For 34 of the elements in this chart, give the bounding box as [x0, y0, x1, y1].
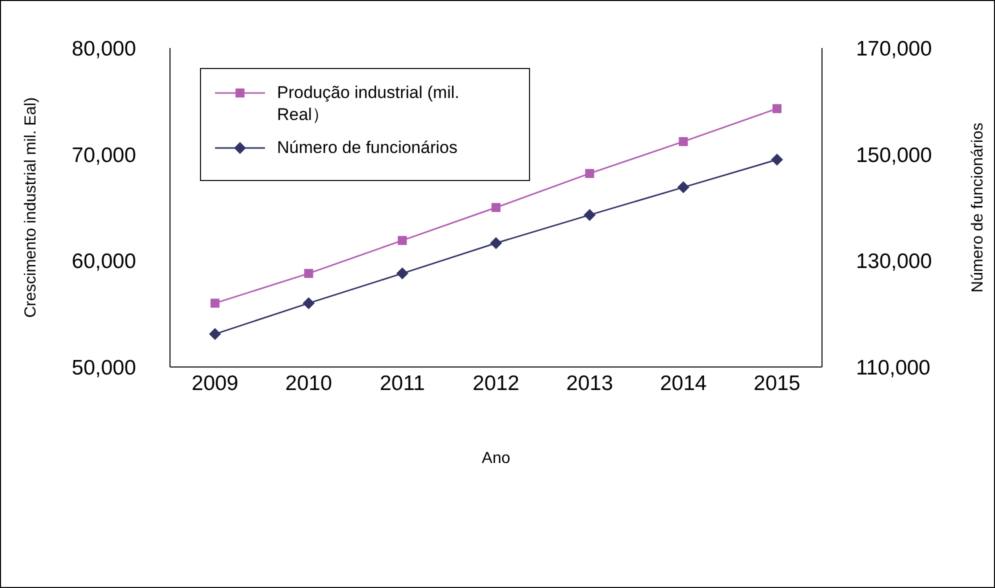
- y2-axis-title: Número de funcionários: [970, 122, 987, 292]
- legend-label: Produção industrial (mil. Real）: [277, 83, 460, 126]
- point: [304, 268, 314, 278]
- point: [210, 298, 220, 308]
- y-tick-label: 60,000: [72, 250, 136, 274]
- legend-label: Número de funcionários: [277, 138, 458, 158]
- y2-tick-label: 130,000: [856, 250, 932, 274]
- point: [492, 203, 500, 212]
- x-tick-label: 2009: [192, 372, 238, 395]
- point: [584, 208, 596, 221]
- x-tick-label: 2015: [754, 372, 800, 395]
- y2-tick-label: 170,000: [856, 37, 932, 60]
- y2-tick-label: 110,000: [856, 356, 930, 380]
- point: [771, 154, 783, 166]
- point: [396, 267, 408, 280]
- point: [772, 104, 782, 114]
- x-tick-label: 2010: [285, 372, 332, 395]
- x-tick-label: 2011: [380, 372, 425, 395]
- point: [209, 328, 221, 340]
- point: [585, 168, 594, 178]
- x-tick-label: 2014: [660, 372, 708, 395]
- y-tick-label: 80,000: [72, 37, 136, 60]
- y2-tick-label: 150,000: [856, 144, 932, 167]
- y-tick-label: 70,000: [72, 144, 136, 167]
- y-axis-title: Crescimento industrial mil. Eal): [22, 97, 40, 318]
- point: [678, 137, 688, 146]
- x-axis-title: Ano: [482, 450, 510, 467]
- point: [302, 297, 315, 310]
- point: [490, 237, 502, 250]
- point: [398, 236, 407, 245]
- point: [677, 181, 690, 194]
- x-tick-label: 2012: [472, 372, 520, 395]
- y-tick-label: 50,000: [72, 356, 136, 380]
- x-tick-label: 2013: [566, 372, 614, 395]
